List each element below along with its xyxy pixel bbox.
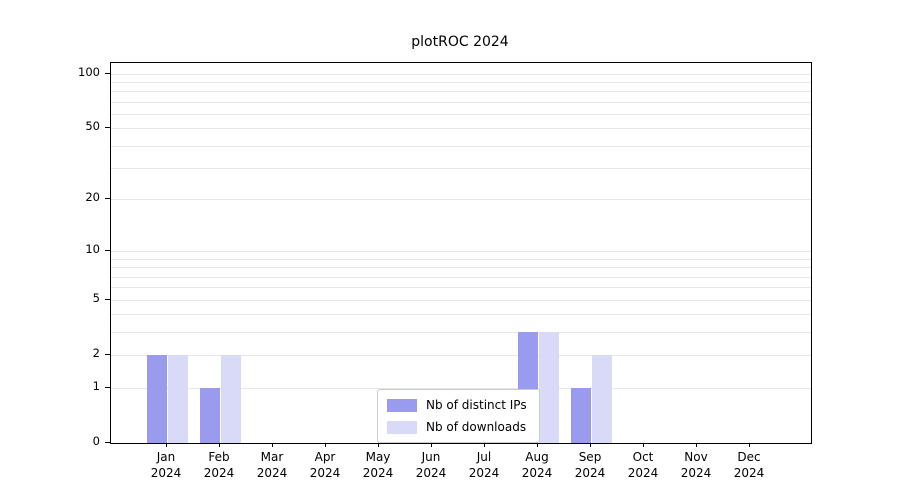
- gridline: [111, 299, 811, 301]
- x-tick: [537, 443, 538, 447]
- legend-swatch-downloads: [387, 420, 417, 434]
- x-tick: [590, 443, 591, 447]
- plot-area: Nb of distinct IPs Nb of downloads: [110, 62, 812, 444]
- legend: Nb of distinct IPs Nb of downloads: [377, 389, 540, 443]
- y-tick-label: 0: [92, 434, 100, 448]
- gridline: [111, 91, 811, 93]
- x-tick-label: Jul 2024: [468, 450, 500, 480]
- x-tick: [431, 443, 432, 447]
- bar-downloads: [591, 355, 612, 443]
- y-tick-label: 50: [85, 119, 100, 134]
- legend-swatch-distinct-ips: [387, 398, 417, 412]
- y-tick: [105, 442, 110, 443]
- gridline: [111, 314, 811, 316]
- gridline: [111, 287, 811, 289]
- gridline: [111, 101, 811, 103]
- gridline: [111, 168, 811, 170]
- chart-title: plotROC 2024: [411, 34, 509, 50]
- legend-item-distinct-ips: Nb of distinct IPs: [387, 398, 527, 412]
- gridline: [111, 267, 811, 269]
- gridline: [111, 82, 811, 84]
- x-tick-label: Sep 2024: [574, 450, 606, 480]
- legend-item-downloads: Nb of downloads: [387, 420, 527, 434]
- gridline: [111, 73, 811, 75]
- y-tick: [105, 72, 110, 74]
- x-tick-label: Dec 2024: [733, 450, 765, 480]
- x-tick-label: May 2024: [362, 450, 394, 480]
- gridline: [111, 199, 811, 201]
- y-tick-label: 10: [85, 242, 100, 257]
- gridline: [111, 355, 811, 357]
- gridline: [111, 276, 811, 278]
- y-tick: [105, 198, 110, 200]
- gridline: [111, 332, 811, 334]
- x-tick-label: Oct 2024: [627, 450, 659, 480]
- x-tick: [325, 443, 326, 447]
- x-tick: [484, 443, 485, 447]
- legend-label-distinct-ips: Nb of distinct IPs: [426, 398, 527, 412]
- bar-downloads: [167, 355, 188, 443]
- bar-distinct-ips: [570, 387, 591, 443]
- x-tick-label: Nov 2024: [680, 450, 712, 480]
- y-tick-label: 20: [85, 190, 100, 205]
- y-tick-label: 5: [92, 290, 100, 305]
- bar-distinct-ips: [146, 355, 167, 443]
- y-tick: [105, 250, 110, 252]
- legend-label-downloads: Nb of downloads: [426, 420, 527, 434]
- x-tick-label: Jun 2024: [415, 450, 447, 480]
- gridline: [111, 251, 811, 253]
- x-tick-label: Feb 2024: [203, 450, 235, 480]
- y-tick: [105, 354, 110, 356]
- y-tick-label: 1: [92, 378, 100, 393]
- x-tick-label: Mar 2024: [256, 450, 288, 480]
- x-tick: [643, 443, 644, 447]
- x-tick-label: Aug 2024: [521, 450, 553, 480]
- gridline: [111, 114, 811, 116]
- gridline: [111, 387, 811, 389]
- y-tick: [105, 127, 110, 129]
- y-tick: [105, 298, 110, 300]
- x-tick: [166, 443, 167, 447]
- x-tick-label: Jan 2024: [150, 450, 182, 480]
- gridline: [111, 145, 811, 147]
- x-tick: [378, 443, 379, 447]
- x-tick: [696, 443, 697, 447]
- x-tick: [219, 443, 220, 447]
- bar-downloads: [538, 332, 559, 443]
- bar-downloads: [220, 355, 241, 443]
- gridline: [111, 258, 811, 260]
- x-tick: [272, 443, 273, 447]
- y-tick-label: 2: [92, 346, 100, 361]
- gridline: [111, 128, 811, 130]
- y-tick: [105, 386, 110, 388]
- bar-distinct-ips: [199, 387, 220, 443]
- x-tick: [749, 443, 750, 447]
- x-tick-label: Apr 2024: [309, 450, 341, 480]
- y-tick-label: 100: [78, 64, 100, 79]
